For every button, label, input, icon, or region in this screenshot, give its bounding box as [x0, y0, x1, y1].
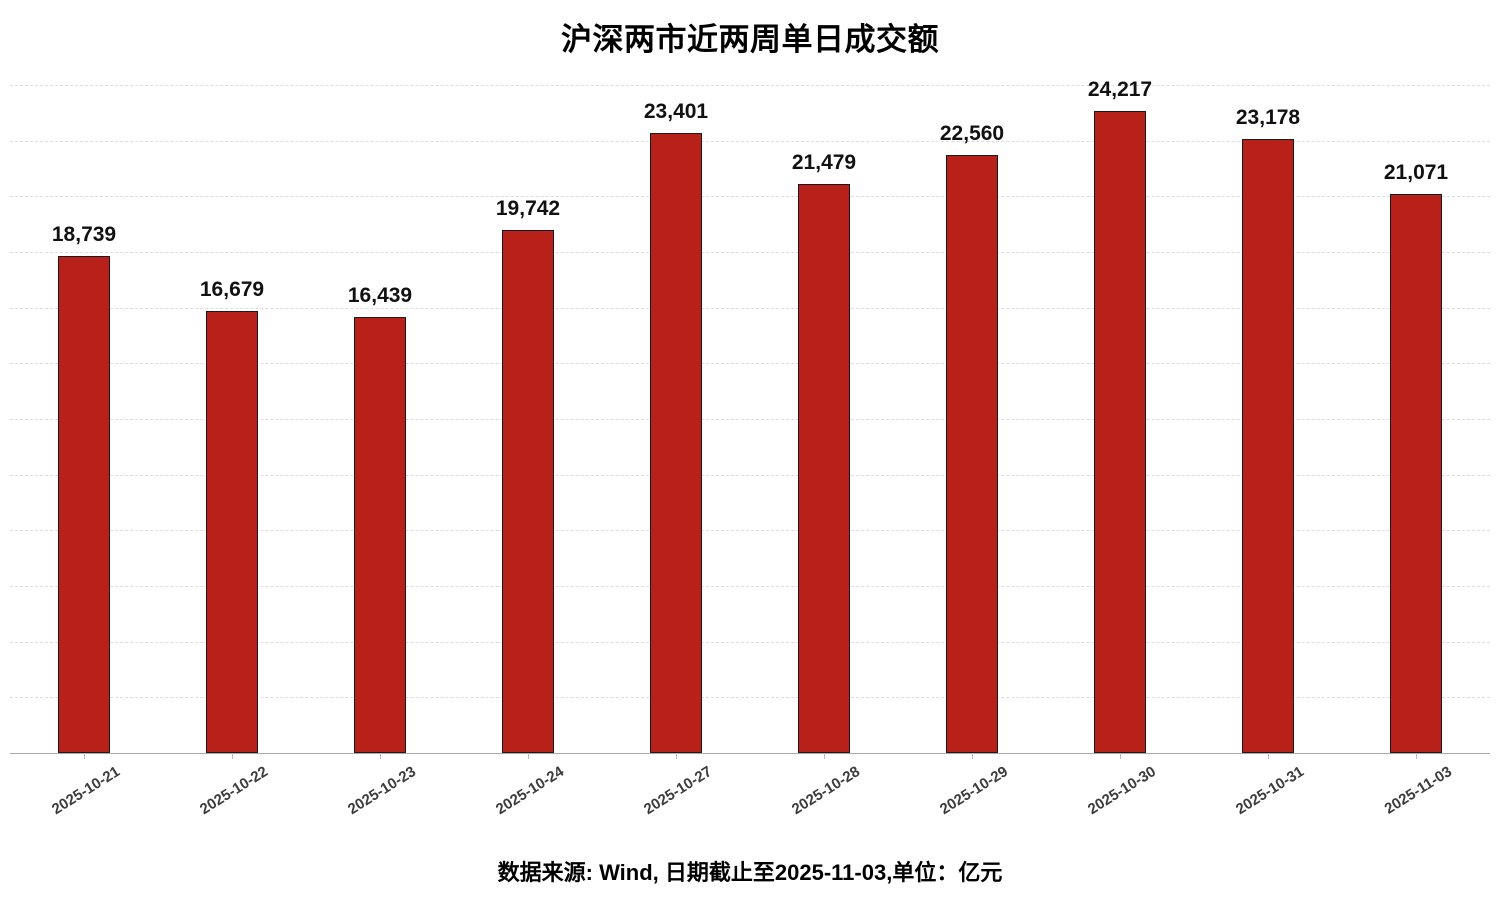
bar-value-label: 16,439 [347, 284, 413, 308]
gridline [10, 363, 1490, 365]
gridline [10, 196, 1490, 198]
x-axis-tick-mark [84, 753, 85, 759]
bar[interactable] [946, 154, 998, 753]
bar[interactable] [1242, 138, 1294, 753]
gridline [10, 697, 1490, 699]
x-axis-tick-label: 2025-10-27 [640, 763, 716, 819]
bar-group: 23,178 [1194, 85, 1342, 753]
bar[interactable] [206, 310, 258, 753]
bar[interactable] [798, 183, 850, 753]
bar-value-label: 23,178 [1235, 105, 1301, 129]
bar-group: 19,742 [454, 85, 602, 753]
gridline [10, 307, 1490, 309]
gridline [10, 641, 1490, 643]
gridline [10, 474, 1490, 476]
x-axis-tick-mark [1120, 753, 1121, 759]
x-axis-tick-label: 2025-10-23 [344, 763, 420, 819]
x-axis-tick-mark [1416, 753, 1417, 759]
x-axis-tick-label: 2025-10-31 [1232, 763, 1308, 819]
gridline [10, 419, 1490, 420]
gridline [10, 530, 1490, 532]
x-axis-tick-labels: 2025-10-21 2025-10-22 2025-10-23 2025-10-24… [10, 753, 1490, 843]
x-axis-tick-label: 2025-10-30 [1084, 763, 1160, 819]
gridline [10, 140, 1490, 142]
x-axis-tick-mark [676, 753, 677, 759]
plot-area [10, 85, 1490, 753]
x-axis-tick-label: 2025-10-28 [788, 763, 864, 819]
bars-layer: 18,739 16,679 16,439 19,742 23,401 21,479 22,5… [10, 78, 1490, 753]
gridline [10, 586, 1490, 587]
bar-value-label: 19,742 [495, 196, 561, 220]
bar-value-label: 21,479 [791, 150, 857, 174]
x-axis-tick-label: 2025-10-29 [936, 763, 1012, 819]
bar-group: 16,439 [306, 85, 454, 753]
gridline [10, 85, 1490, 86]
bar-group: 16,679 [158, 85, 306, 753]
bar-value-label: 18,739 [51, 223, 117, 247]
bar[interactable] [58, 256, 110, 753]
x-axis-tick-mark [232, 753, 233, 759]
bar-group: 23,401 [602, 85, 750, 753]
x-axis-line [10, 753, 1490, 754]
bar[interactable] [650, 132, 702, 753]
x-axis-tick-mark [972, 753, 973, 759]
bar-group: 18,739 [10, 85, 158, 753]
bar-value-label: 21,071 [1383, 161, 1449, 185]
x-axis-tick-mark [824, 753, 825, 759]
x-axis-tick-label: 2025-10-24 [492, 763, 568, 819]
bar-value-label: 24,217 [1087, 78, 1153, 102]
x-axis-tick-mark [528, 753, 529, 759]
x-axis-tick-label: 2025-10-21 [48, 763, 124, 819]
bar-value-label: 16,679 [199, 277, 265, 301]
gridline [10, 252, 1490, 253]
x-axis-tick-label: 2025-11-03 [1381, 763, 1456, 818]
bar[interactable] [354, 317, 406, 753]
bar[interactable] [502, 229, 554, 753]
bar[interactable] [1094, 111, 1146, 753]
bar-group: 24,217 [1046, 78, 1194, 753]
bar-group: 22,560 [898, 85, 1046, 753]
chart-title: 沪深两市近两周单日成交额 [561, 22, 939, 57]
bar-value-label: 23,401 [643, 99, 709, 123]
bar-group: 21,479 [750, 85, 898, 753]
bar[interactable] [1390, 194, 1442, 753]
chart-source-footer: 数据来源: Wind, 日期截止至2025-11-03,单位：亿元 [497, 860, 1003, 885]
bar-group: 21,071 [1342, 85, 1490, 753]
x-axis-tick-mark [1268, 753, 1269, 759]
x-axis-tick-label: 2025-10-22 [196, 763, 272, 819]
x-axis-tick-mark [380, 753, 381, 759]
bar-value-label: 22,560 [939, 121, 1005, 145]
